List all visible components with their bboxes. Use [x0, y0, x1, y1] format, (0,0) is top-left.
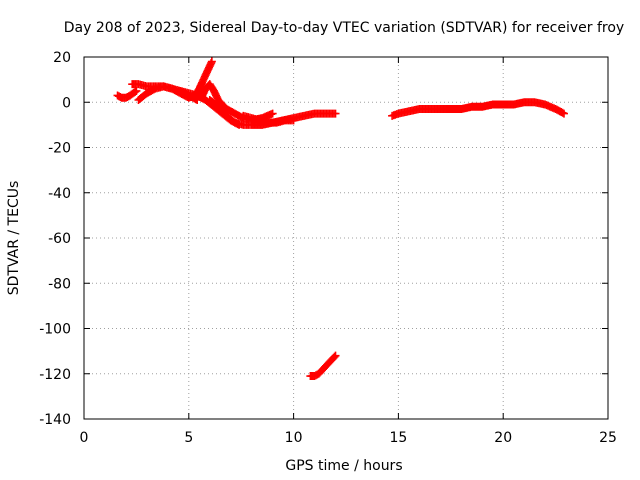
x-tick-label: 10 [285, 430, 303, 446]
y-tick-label: 20 [53, 50, 71, 66]
y-tick-label: -140 [39, 412, 71, 428]
data-point [132, 86, 141, 95]
y-tick-label: -40 [48, 186, 71, 202]
series-arc7 [239, 111, 298, 127]
y-tick-label: -60 [48, 231, 71, 247]
series-arc9 [388, 98, 568, 120]
series-arc8 [306, 351, 340, 381]
data-point [331, 109, 340, 118]
x-axis-label: GPS time / hours [285, 458, 402, 474]
axis-ticks [83, 56, 609, 420]
y-axis-label: SDTVAR / TECUs [6, 181, 22, 296]
x-tick-label: 20 [494, 430, 512, 446]
data-point [559, 109, 568, 118]
y-tick-label: -80 [48, 276, 71, 292]
chart-title: Day 208 of 2023, Sidereal Day-to-day VTE… [64, 20, 624, 36]
grid [84, 57, 608, 419]
data-points [113, 57, 568, 381]
y-tick-label: -120 [39, 367, 71, 383]
data-point [330, 352, 339, 361]
x-tick-label: 25 [599, 430, 617, 446]
data-point [207, 57, 216, 66]
data-point [131, 87, 140, 96]
data-point [268, 109, 277, 118]
y-tick-label: -100 [39, 322, 71, 338]
x-tick-label: 0 [80, 430, 89, 446]
series-arc1 [113, 86, 141, 102]
y-tick-label: -20 [48, 141, 71, 157]
data-point [289, 116, 298, 125]
x-tick-label: 15 [389, 430, 407, 446]
data-point [331, 351, 340, 360]
y-tick-label: 0 [62, 95, 71, 111]
tick-labels: 0 5 10 15 20 25 20 0 -20 -40 -60 -80 -100 -120 -140 [39, 50, 617, 446]
x-tick-label: 5 [184, 430, 193, 446]
